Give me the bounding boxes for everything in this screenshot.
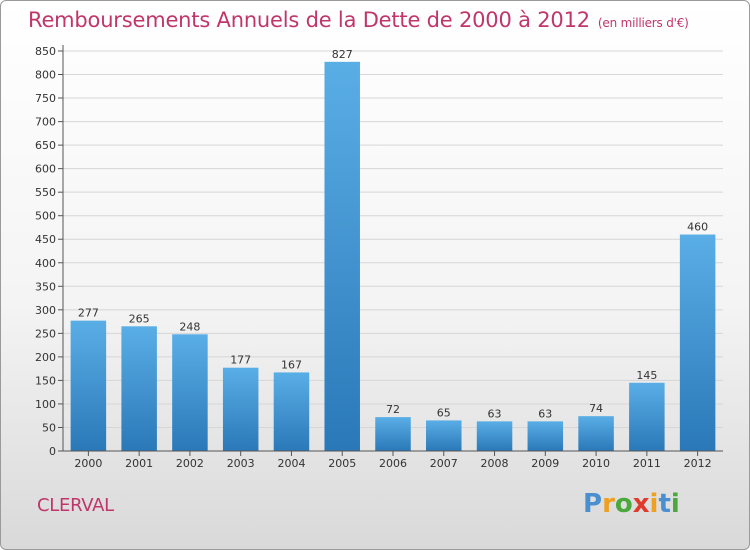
axes [62,45,723,452]
y-tick-label: 350 [35,280,56,293]
bar [273,372,310,451]
commune-name: CLERVAL [37,495,114,516]
x-tick-label: 2012 [684,457,712,470]
y-tick-label: 700 [35,116,56,129]
y-tick-label: 850 [35,45,56,58]
bar [527,421,564,451]
x-tick-label: 2009 [531,457,559,470]
bar [121,326,157,451]
chart-title-text: Remboursements Annuels de la Dette de 20… [28,8,590,32]
x-tick-label: 2000 [74,457,102,470]
data-labels: 277 265 248 177 167 827 72 65 63 63 74 145 460 [78,48,708,421]
x-tick-label: 2004 [277,457,305,470]
y-tick-label: 750 [35,92,56,105]
y-tick-label: 400 [35,257,56,270]
bar [679,234,716,451]
bar [222,367,259,451]
x-axis-ticks: 2000 2001 2002 2003 2004 2005 2006 2007 2008 2009… [74,451,712,470]
data-label: 74 [589,402,603,415]
logo-letter: P [583,489,603,519]
data-label: 460 [687,221,708,234]
x-tick-label: 2001 [125,457,153,470]
logo-letter: i [649,489,659,519]
y-tick-label: 600 [35,163,56,176]
bar [578,416,614,451]
x-tick-label: 2005 [328,457,356,470]
chart-unit: (en milliers d'€) [597,16,689,30]
chart-title: Remboursements Annuels de la Dette de 20… [28,8,689,32]
bar [70,320,107,451]
data-label: 827 [332,48,353,61]
y-tick-label: 450 [35,233,56,246]
logo-letter: x [632,489,650,519]
x-tick-label: 2008 [481,457,509,470]
grid-lines [63,50,723,428]
y-tick-label: 300 [35,304,56,317]
logo-letter: o [614,489,633,519]
x-tick-label: 2002 [176,457,204,470]
x-tick-label: 2010 [582,457,610,470]
x-tick-label: 2011 [633,457,661,470]
bars [70,61,716,452]
data-label: 167 [281,358,302,371]
bar [426,420,462,451]
data-label: 248 [179,320,200,333]
proxiti-logo[interactable]: Proxiti [583,489,680,519]
y-tick-label: 50 [42,421,56,434]
y-tick-label: 100 [35,398,56,411]
bar [375,417,411,451]
bar [629,382,665,451]
y-tick-label: 200 [35,351,56,364]
data-label: 145 [636,369,657,382]
bar [476,421,513,451]
x-tick-label: 2006 [379,457,407,470]
data-label: 277 [78,307,99,320]
y-tick-label: 650 [35,139,56,152]
y-tick-label: 250 [35,327,56,340]
data-label: 65 [437,406,451,419]
logo-letter: r [602,489,615,519]
x-tick-label: 2003 [227,457,255,470]
x-tick-label: 2007 [430,457,458,470]
y-axis-ticks: 0 50 100 150 200 250 300 350 400 450 500 550 600 650 7… [35,45,63,458]
y-tick-label: 800 [35,69,56,82]
y-tick-label: 150 [35,374,56,387]
bar [172,334,208,451]
bar [324,61,360,452]
y-tick-label: 550 [35,186,56,199]
data-label: 63 [538,407,552,420]
data-label: 265 [129,312,150,325]
y-tick-label: 0 [49,445,56,458]
data-label: 177 [230,354,251,367]
y-tick-label: 500 [35,210,56,223]
logo-letter: i [670,489,680,519]
data-label: 63 [488,407,502,420]
logo-letter: t [658,489,671,519]
data-label: 72 [386,403,400,416]
